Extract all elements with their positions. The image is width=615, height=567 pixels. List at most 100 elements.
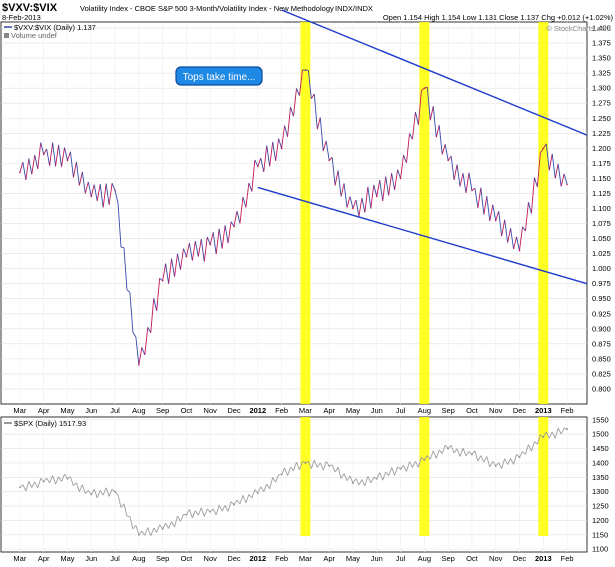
x-axis-lower: Mar Apr May Jun Jul Aug Sep Oct Nov Dec 2012 Feb Mar… (13, 554, 573, 563)
series-segment (194, 510, 199, 516)
series-segment (254, 159, 259, 167)
series-segment (370, 184, 375, 209)
series-segment (239, 196, 244, 224)
annotation-box (175, 66, 263, 86)
series-segment (406, 133, 410, 163)
series-segment (233, 210, 238, 227)
highlight-bar (419, 22, 430, 404)
x-tick-label: Apr (38, 406, 50, 415)
series-segment (34, 481, 39, 489)
series-segment (542, 143, 547, 149)
series-segment (480, 455, 485, 463)
series-segment (316, 117, 321, 130)
series-segment (105, 487, 110, 497)
y-tick-label: 1100 (592, 545, 608, 554)
series-segment (349, 196, 354, 209)
main-series (19, 69, 568, 366)
x-tick-label: Nov (489, 406, 503, 415)
series-segment (177, 253, 181, 270)
data-point (566, 183, 568, 186)
series-segment (221, 505, 226, 512)
series-segment (81, 484, 86, 494)
series-segment (548, 431, 553, 439)
highlight-bar (538, 22, 549, 404)
series-segment (245, 494, 250, 504)
series-segment (364, 476, 369, 487)
series-segment (153, 298, 158, 311)
y-tick-label: 1.325 (592, 69, 611, 78)
series-segment (108, 488, 113, 497)
series-segment (49, 475, 54, 484)
data-point (566, 428, 568, 430)
x-tick-label: Sep (441, 406, 454, 415)
x-tick-label: May (60, 406, 74, 415)
series-segment (61, 147, 65, 167)
lower-grid (1, 417, 587, 552)
series-segment (290, 466, 294, 471)
series-segment (209, 232, 214, 245)
series-segment (507, 228, 512, 243)
series-segment (22, 484, 27, 492)
series-segment (281, 467, 285, 475)
series-segment (415, 461, 419, 468)
series-segment (471, 187, 476, 191)
series-segment (376, 180, 381, 197)
y-tick-label: 1500 (592, 430, 609, 439)
series-segment (501, 219, 506, 237)
x-tick-label: Sep (156, 406, 169, 415)
series-segment (114, 190, 119, 204)
main-y-axis: 0.800 0.825 0.850 0.875 0.900 0.925 0.950 0.975… (592, 24, 611, 394)
series-segment (554, 427, 559, 439)
series-segment (536, 153, 541, 187)
y-tick-label: 0.975 (592, 279, 611, 288)
series-segment (492, 204, 497, 221)
series-segment (28, 481, 33, 488)
series-segment (355, 478, 360, 486)
x-tick-label: Feb (561, 406, 574, 415)
series-segment (530, 177, 535, 214)
series-segment (281, 125, 286, 149)
series-segment (183, 248, 187, 257)
series-segment (55, 476, 59, 485)
series-segment (275, 474, 280, 483)
y-tick-label: 1.025 (592, 249, 611, 258)
series-segment (462, 448, 467, 457)
series-segment (539, 148, 544, 154)
series-segment (438, 449, 443, 454)
series-segment (84, 181, 89, 194)
series-segment (147, 327, 152, 334)
y-tick-label: 0.950 (592, 294, 611, 303)
series-segment (174, 253, 178, 277)
y-tick-label: 0.800 (592, 384, 611, 393)
series-segment (275, 138, 280, 161)
series-segment (444, 144, 449, 161)
series-segment (102, 183, 107, 208)
series-segment (340, 473, 345, 479)
series-segment (376, 472, 381, 479)
x-tick-label: Aug (418, 406, 431, 415)
y-tick-label: 1550 (592, 415, 609, 424)
x-tick-label: Jul (110, 554, 120, 563)
series-segment (322, 140, 327, 151)
series-segment (468, 172, 473, 191)
series-segment (432, 450, 437, 459)
series-segment (462, 173, 467, 193)
series-segment (474, 450, 479, 462)
series-segment (70, 151, 74, 178)
x-tick-label: Apr (323, 406, 335, 415)
series-segment (441, 444, 446, 454)
series-segment (536, 434, 541, 445)
series-segment (141, 530, 146, 536)
series-segment (423, 455, 428, 461)
series-segment (307, 461, 312, 469)
x-tick-label: Nov (204, 406, 218, 415)
series-segment (25, 158, 30, 180)
series-segment (135, 525, 140, 535)
x-tick-label: Sep (156, 554, 169, 563)
series-segment (296, 88, 300, 96)
series-segment (269, 477, 274, 489)
x-tick-label: Mar (13, 406, 26, 415)
ohlc-readout: Open 1.154 High 1.154 Low 1.131 Close 1.… (383, 13, 614, 22)
series-segment (185, 243, 190, 257)
series-segment (99, 490, 104, 496)
